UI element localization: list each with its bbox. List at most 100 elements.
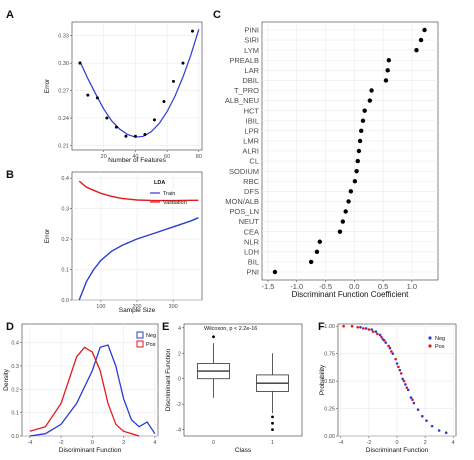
point-c (337, 229, 343, 234)
category-label-c: LPR (244, 126, 259, 135)
y-tick-label-e: 4 (178, 326, 181, 332)
y-tick-label-a: 0.24 (58, 116, 69, 122)
x-tick-label-b: 200 (132, 304, 141, 310)
legend-label-neg-d: Neg (146, 333, 156, 339)
outlier-point-e (271, 415, 274, 419)
x-tick-label-c: 1.0 (407, 282, 417, 291)
y-tick-label-f: 1.00 (324, 324, 335, 330)
point-f-neg (437, 429, 441, 432)
point-f-neg (359, 325, 362, 329)
point-f-pos (380, 335, 383, 339)
x-tick-label-c: -1.0 (290, 282, 303, 291)
point-f-neg (364, 327, 368, 330)
point-a (171, 79, 175, 83)
category-label-c: MON/ALB (225, 197, 259, 206)
outlier-point-e (271, 421, 274, 425)
series-line-b-1 (78, 180, 199, 202)
legend-label-pos-f: Pos (435, 344, 445, 350)
point-c (362, 108, 367, 113)
y-tick-label-e: 0 (178, 377, 181, 383)
panel-letter-f: F (318, 321, 325, 333)
x-tick-label-d: 4 (153, 440, 156, 446)
density-line-d-0 (29, 344, 156, 437)
y-tick-label-b: 0.1 (61, 268, 69, 274)
point-a (114, 125, 118, 129)
x-tick-label-b: 300 (169, 304, 178, 310)
category-label-c: ALRI (242, 147, 259, 156)
point-f-neg (378, 333, 382, 337)
point-f-neg (404, 383, 407, 386)
point-a (124, 134, 128, 138)
category-label-c: LAR (244, 66, 259, 75)
chart-c: -1.5 -1.0 -0.5 0.0 0.5 1.0 PINISIRILYMPREALBLA… (225, 21, 439, 291)
point-a (152, 118, 156, 122)
point-a (78, 61, 82, 65)
legend-d: Neg Pos (136, 331, 156, 348)
point-f-neg (420, 414, 424, 418)
category-label-c: BIL (248, 258, 259, 267)
x-tick-label-a: 20 (101, 154, 107, 160)
x-axis-label-e: Class (235, 447, 252, 454)
x-axis-label-a: Number of Features (108, 157, 167, 164)
point-f-pos (342, 324, 345, 328)
x-tick-label-d: -2 (59, 440, 64, 446)
outlier-point-e (271, 428, 274, 432)
point-f-pos (376, 332, 379, 336)
category-label-c: DFS (244, 187, 259, 196)
y-tick-label-e: -2 (176, 402, 181, 408)
y-tick-label-a: 0.33 (58, 34, 69, 40)
point-f-pos (402, 379, 406, 383)
point-f-neg (370, 328, 374, 331)
point-c (348, 189, 354, 194)
legend-title-b: LDA (154, 180, 165, 186)
y-tick-label-d: 0.4 (11, 341, 19, 347)
category-label-c: LDH (244, 247, 259, 256)
point-f-pos (383, 339, 386, 342)
point-f-neg (391, 352, 395, 355)
x-tick-label-a: 60 (164, 154, 170, 160)
point-f-neg (388, 346, 392, 350)
point-f-pos (411, 398, 414, 402)
legend-f: Neg Pos (428, 336, 445, 350)
y-tick-label-b: 0.3 (61, 207, 69, 213)
chart-f: -4 -2 0 2 4 0.00 0.25 0.50 0.75 1.00 (324, 323, 457, 446)
point-c (357, 138, 363, 144)
point-f-neg (384, 341, 388, 344)
panel-letter-d: D (6, 321, 14, 333)
point-a (133, 134, 137, 138)
point-c (422, 27, 427, 33)
category-label-c: NLR (244, 237, 260, 246)
x-tick-label-d: 2 (122, 440, 125, 446)
point-f-neg (430, 424, 434, 428)
x-tick-label-b: 100 (96, 304, 105, 310)
point-a (190, 29, 194, 33)
y-tick-label-e: 2 (178, 351, 181, 357)
point-c (317, 239, 322, 244)
y-tick-label-e: -4 (176, 428, 181, 434)
y-tick-label-d: 0.2 (11, 387, 19, 393)
y-tick-label-a: 0.30 (58, 61, 69, 67)
point-a (181, 61, 185, 65)
plot-area-a (71, 21, 203, 151)
category-label-c: SODIUM (229, 167, 259, 176)
y-tick-label-b: 0.0 (61, 298, 69, 304)
legend-swatch-neg-f (428, 336, 432, 340)
point-c (386, 58, 392, 63)
point-f-pos (405, 386, 409, 389)
fit-curve-a (79, 29, 200, 138)
legend-swatch-pos-d (136, 340, 144, 348)
y-tick-label-a: 0.21 (58, 143, 69, 149)
density-line-d-1 (29, 346, 140, 437)
category-label-c: T_PRO (234, 86, 259, 95)
panel-letter-b: B (6, 169, 14, 181)
point-a (162, 100, 166, 104)
point-f-pos (390, 350, 393, 353)
wilcoxon-annotation: Wilcoxon, p < 2.2e-16 (204, 326, 257, 332)
category-label-c: NEUT (239, 217, 260, 226)
y-axis-label-b: Error (44, 228, 51, 243)
point-a (95, 96, 99, 100)
category-label-c: POS_LN (229, 207, 259, 216)
point-f-pos (361, 327, 365, 330)
x-axis-label-b: Sample Size (119, 307, 156, 314)
point-c (352, 179, 358, 184)
